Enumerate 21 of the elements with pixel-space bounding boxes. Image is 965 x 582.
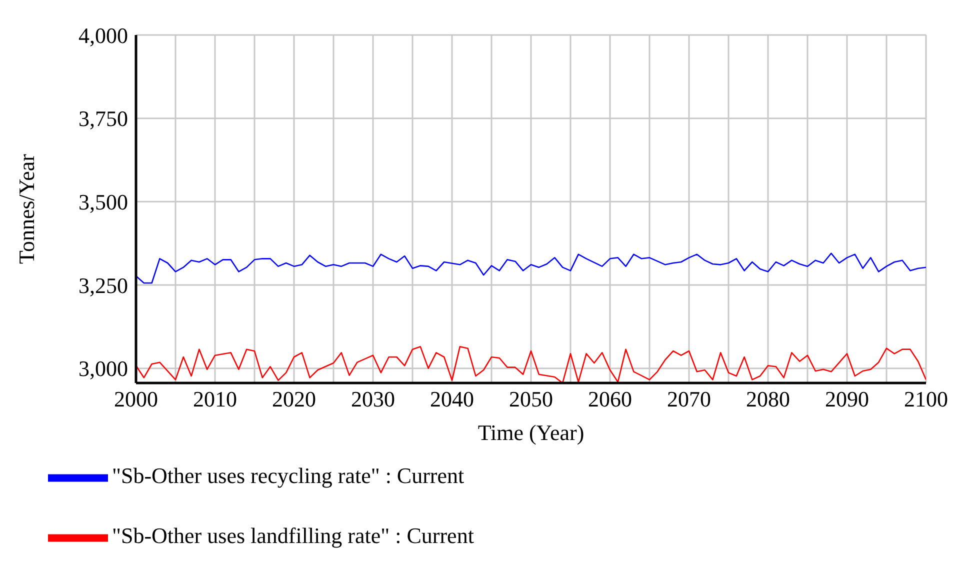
line-series [136,252,926,284]
y-tick-label: 4,000 [78,22,128,48]
x-axis-title: Time (Year) [478,420,584,445]
x-tick-label: 2060 [588,386,632,412]
x-tick-label: 2050 [509,386,553,412]
y-axis-title: Tonnes/Year [14,153,39,264]
legend-label: "Sb-Other uses landfilling rate" : Current [112,523,474,548]
x-tick-label: 2100 [904,386,948,412]
x-tick-label: 2000 [114,386,158,412]
x-tick-label: 2010 [193,386,237,412]
y-tick-label: 3,500 [78,189,128,214]
x-tick-label: 2080 [746,386,790,412]
x-tick-label: 2040 [430,386,474,412]
x-tick-label: 2030 [351,386,395,412]
y-tick-label: 3,750 [78,106,128,132]
x-tick-label: 2020 [272,386,316,412]
x-tick-label: 2070 [667,386,711,412]
legend-label: "Sb-Other uses recycling rate" : Current [112,463,464,488]
y-tick-label: 3,000 [78,356,128,382]
x-tick-label: 2090 [825,386,869,412]
y-tick-label: 3,250 [78,272,128,298]
